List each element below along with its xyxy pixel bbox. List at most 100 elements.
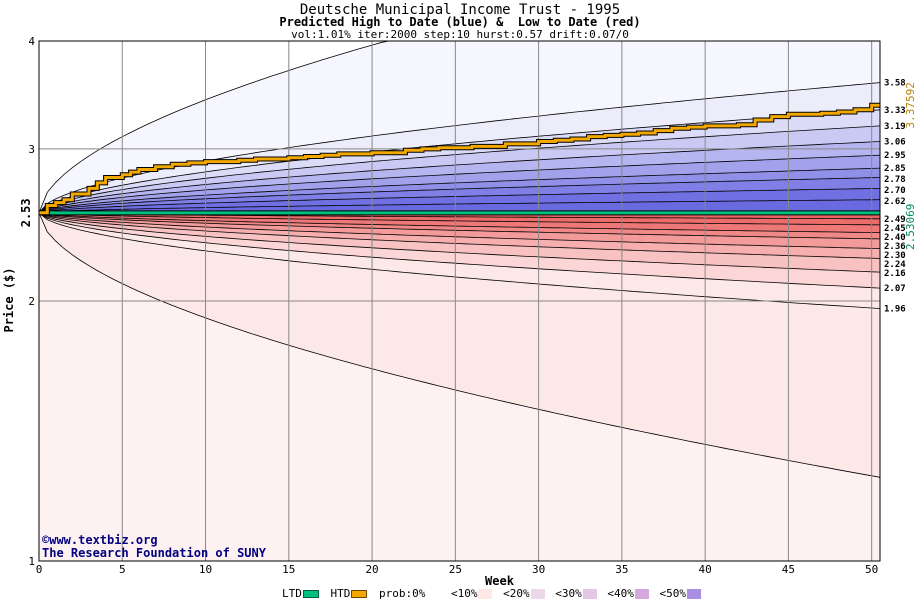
- y-tick-label-3: 3: [28, 143, 35, 156]
- axes: [38, 40, 881, 562]
- quantile-line-lower-1: [38, 212, 881, 226]
- x-tick-label-35: 35: [615, 563, 628, 576]
- legend-htd-swatch: [351, 589, 368, 598]
- x-tick-label-30: 30: [532, 563, 545, 576]
- band-upper-center: [39, 199, 880, 213]
- band-lower-6: [39, 212, 880, 289]
- legend-item-10: <10%: [451, 587, 494, 600]
- band-lower-outer: [39, 212, 880, 562]
- plot-frame: [38, 40, 881, 562]
- quantile-line-upper-1: [38, 109, 881, 214]
- quantile-line-upper-8: [38, 199, 881, 214]
- x-tick-label-45: 45: [782, 563, 795, 576]
- quantile-line-lower-5: [38, 212, 881, 259]
- series-lines: [39, 102, 880, 216]
- legend-item-40-swatch: [634, 588, 649, 599]
- band-end-label-13: 2.30: [884, 251, 906, 261]
- y-tick-label-4: 4: [28, 35, 35, 48]
- band-end-label-15: 2.16: [884, 269, 906, 279]
- credit-website: ©www.textbiz.org: [42, 533, 158, 547]
- legend-ltd-swatch: [302, 589, 319, 598]
- legend-item-40-label: <40%: [607, 586, 634, 600]
- legend-item-10-label: <10%: [450, 586, 478, 600]
- band-lower-5: [39, 212, 880, 273]
- legend: LTD HTD prob:0% <10% <20% <30% <40% <50%: [282, 586, 705, 600]
- quantile-line-outer-lower: [38, 212, 881, 478]
- x-tick-label-15: 15: [282, 563, 295, 576]
- x-tick-label-10: 10: [199, 563, 212, 576]
- quantile-line-lower-4: [38, 212, 881, 249]
- y-axis-label: Price ($): [2, 267, 16, 332]
- band-upper-0: [39, 82, 880, 213]
- chart-title: Deutsche Municipal Income Trust - 1995: [299, 2, 621, 18]
- band-lower-outer-inner: [39, 212, 880, 478]
- band-end-label-14: 2.24: [884, 260, 906, 270]
- band-upper-5: [39, 168, 880, 213]
- band-end-label-6: 2.78: [884, 175, 906, 185]
- quantile-line-upper-5: [38, 167, 881, 214]
- band-upper-4: [39, 155, 880, 213]
- legend-prob: prob:0%: [379, 587, 441, 600]
- x-tick-label-50: 50: [865, 563, 878, 576]
- legend-htd-label: HTD: [330, 586, 351, 600]
- x-tick-label-5: 5: [119, 563, 126, 576]
- band-end-label-10: 2.45: [884, 224, 906, 234]
- quantile-line-lower-6: [38, 212, 881, 273]
- band-upper-3: [39, 141, 880, 213]
- quantile-line-upper-2: [38, 125, 881, 214]
- band-end-label-11: 2.40: [884, 233, 906, 243]
- x-tick-label-25: 25: [449, 563, 462, 576]
- band-end-label-4: 2.95: [884, 151, 906, 161]
- band-end-label-17: 1.96: [884, 305, 906, 315]
- ltd-final-label: 2.53069: [904, 204, 917, 250]
- band-lower-1: [39, 212, 880, 233]
- legend-prob-label: prob:0%: [379, 586, 426, 600]
- quantile-line-lower-8: [38, 212, 881, 309]
- x-tick-label-0: 0: [36, 563, 43, 576]
- credit-organization: The Research Foundation of SUNY: [42, 546, 266, 560]
- band-end-label-2: 3.19: [884, 122, 906, 132]
- legend-item-50-label: <50%: [659, 586, 686, 600]
- y-tick-label-1: 1: [28, 555, 35, 568]
- legend-item-50: <50%: [659, 587, 702, 600]
- band-lower-7: [39, 212, 880, 309]
- legend-item-50-swatch: [686, 588, 701, 599]
- legend-item-20-label: <20%: [503, 586, 530, 600]
- legend-htd: HTD: [331, 587, 370, 600]
- legend-item-20: <20%: [503, 587, 546, 600]
- htd-final-label: 3.37592: [904, 82, 917, 128]
- quantile-line-upper-6: [38, 177, 881, 214]
- chart-params: vol:1.01% iter:2000 step:10 hurst:0.57 d…: [291, 28, 629, 41]
- x-tick-label-20: 20: [365, 563, 378, 576]
- legend-item-30-label: <30%: [555, 586, 582, 600]
- band-end-label-5: 2.85: [884, 164, 906, 174]
- x-tick-label-40: 40: [699, 563, 712, 576]
- band-upper-6: [39, 177, 880, 213]
- band-lower-4: [39, 212, 880, 259]
- band-lower-2: [39, 212, 880, 239]
- legend-item-10-swatch: [478, 588, 493, 599]
- band-end-label-1: 3.33: [884, 106, 906, 116]
- chart-subtitle: Predicted High to Date (blue) & Low to D…: [279, 15, 641, 29]
- htd-line: [39, 103, 880, 215]
- band-end-label-7: 2.70: [884, 186, 906, 196]
- quantile-line-upper-7: [38, 188, 881, 214]
- axis-labels: 0 5 10 15 20 25 30 35 40 45 50 1 2 3 4 Week Price ($) 2.5…: [2, 35, 917, 588]
- band-end-label-12: 2.36: [884, 242, 906, 252]
- legend-prob-swatch-0: [426, 588, 441, 599]
- legend-item-30: <30%: [555, 587, 598, 600]
- legend-ltd: LTD: [282, 587, 321, 600]
- legend-item-30-swatch: [582, 588, 597, 599]
- x-axis-label: Week: [485, 574, 515, 588]
- band-end-label-8: 2.62: [884, 197, 906, 207]
- band-end-label-16: 2.07: [884, 284, 906, 294]
- band-end-label-3: 3.06: [884, 137, 906, 147]
- band-end-label-0: 3.58: [884, 79, 906, 89]
- y-tick-label-2: 2: [28, 295, 35, 308]
- band-end-label-9: 2.49: [884, 215, 906, 225]
- quantile-line-lower-3: [38, 212, 881, 240]
- legend-item-40: <40%: [607, 587, 650, 600]
- quantile-line-upper-4: [38, 154, 881, 214]
- band-upper-1: [39, 109, 880, 213]
